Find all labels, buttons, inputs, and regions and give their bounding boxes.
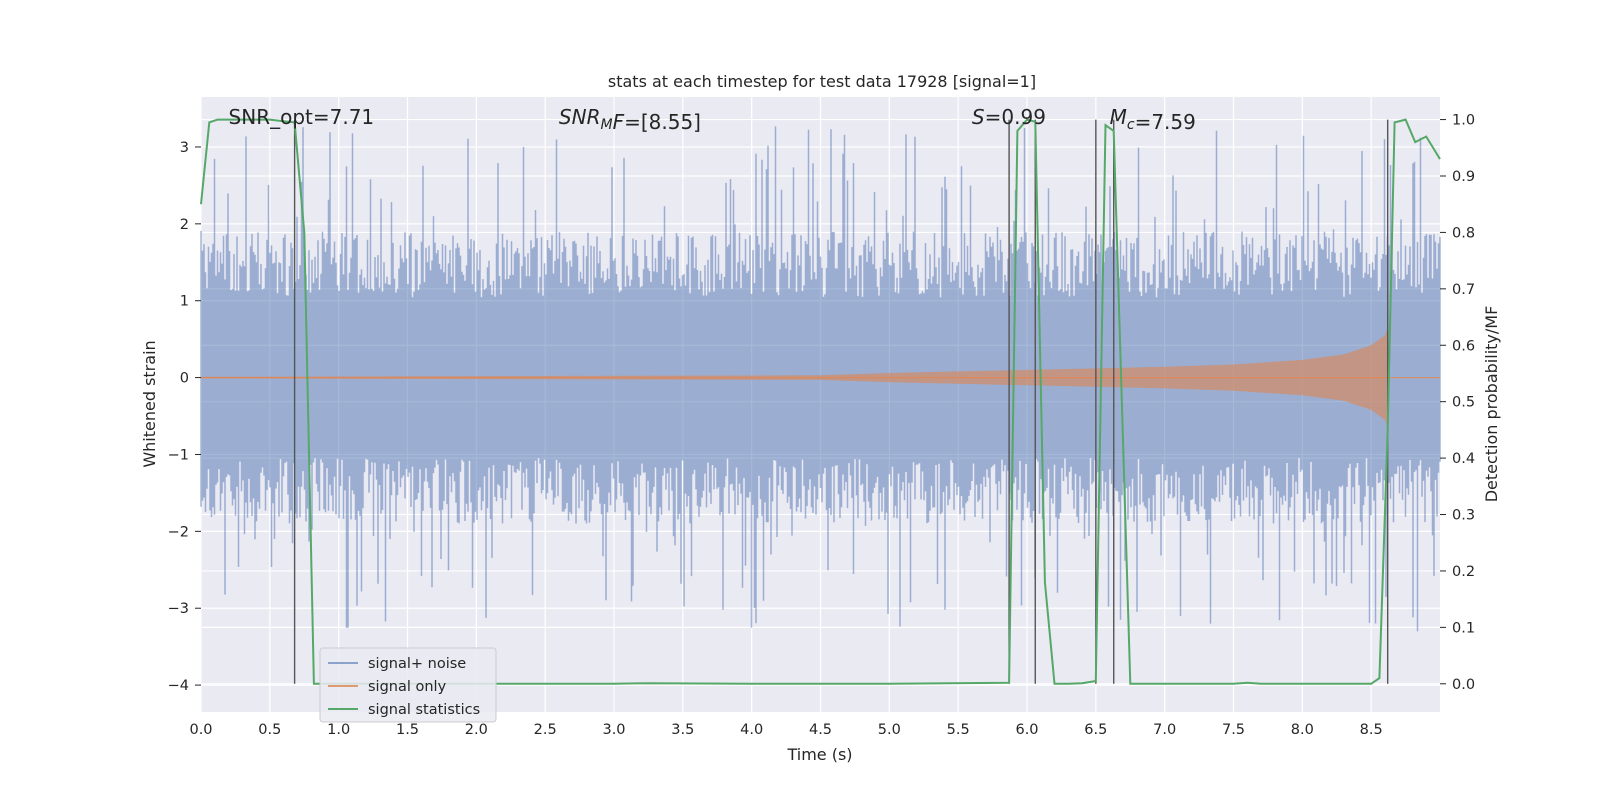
x-tick-label: 5.0 [878,722,901,738]
y-right-tick-label: 0.4 [1452,451,1475,467]
y-tick-label: 3 [180,140,189,156]
y-tick-label: −2 [168,524,189,540]
legend-label-0: signal+ noise [368,656,466,672]
x-tick-label: 3.5 [671,722,694,738]
y-right-tick-label: 0.6 [1452,338,1475,354]
y-right-tick-label: 0.8 [1452,225,1475,241]
y-right-tick-label: 0.9 [1452,169,1475,185]
y-right-tick-label: 1.0 [1452,113,1475,129]
x-tick-label: 2.5 [534,722,557,738]
legend: signal+ noise signal only signal statistic… [319,647,497,723]
y-tick-label: 0 [180,371,189,387]
annotation-3: Mc=7.59 [1110,105,1196,134]
signal-only-series [201,327,1440,428]
legend-label-2: signal statistics [368,702,480,718]
y-right-tick-label: 0.5 [1452,395,1475,411]
annotation-1: SNRMF=[8.55] [559,105,701,134]
y-tick-label: 1 [180,294,189,310]
x-tick-label: 4.5 [809,722,832,738]
x-tick-label: 0.0 [189,722,212,738]
y-tick-label: −4 [168,678,189,694]
x-tick-label: 8.5 [1360,722,1383,738]
legend-box [319,647,497,723]
y-right-tick-label: 0.0 [1452,677,1475,693]
x-tick-label: 7.0 [1153,722,1176,738]
x-tick-label: 7.5 [1222,722,1245,738]
x-tick-label: 5.5 [947,722,970,738]
y-axis-left: −4 −3 −2 −1 0 1 2 3 [168,140,201,694]
signal-statistics-line [200,118,1441,685]
x-tick-label: 8.0 [1291,722,1314,738]
x-tick-label: 6.0 [1015,722,1038,738]
y-axis-label: Whitened strain [140,340,159,467]
x-tick-label: 1.5 [396,722,419,738]
x-tick-label: 2.0 [465,722,488,738]
y-tick-label: −3 [168,601,189,617]
chart-title: stats at each timestep for test data 179… [608,72,1036,91]
y-tick-label: −1 [168,447,189,463]
x-tick-label: 4.0 [740,722,763,738]
y-right-tick-label: 0.1 [1452,620,1475,636]
x-axis: 0.0 0.5 1.0 1.5 2.0 2.5 3.0 3.5 4.0 4.5 5.0 5.5 6.0 6… [189,722,1382,738]
x-tick-label: 3.0 [602,722,625,738]
y-tick-label: 2 [180,217,189,233]
x-tick-label: 1.0 [327,722,350,738]
y-axis-right-label: Detection probability/MF [1482,306,1501,503]
y-right-tick-label: 0.3 [1452,508,1475,524]
x-tick-label: 0.5 [258,722,281,738]
vertical-markers [293,119,1389,684]
annotations: SNR_opt=7.71 SNRMF=[8.55] S=0.99 Mc=7.59 [229,105,1196,134]
y-axis-right: 0.0 0.1 0.2 0.3 0.4 0.5 0.6 0.7 0.8 0.9 1.0 [1440,113,1475,693]
x-axis-label: Time (s) [786,745,852,764]
annotation-0: SNR_opt=7.71 [229,105,375,129]
signal-statistics-series [200,118,1441,685]
x-tick-label: 6.5 [1084,722,1107,738]
legend-label-1: signal only [368,679,447,695]
y-right-tick-label: 0.2 [1452,564,1475,580]
annotation-2: S=0.99 [972,105,1046,129]
y-right-tick-label: 0.7 [1452,282,1475,298]
